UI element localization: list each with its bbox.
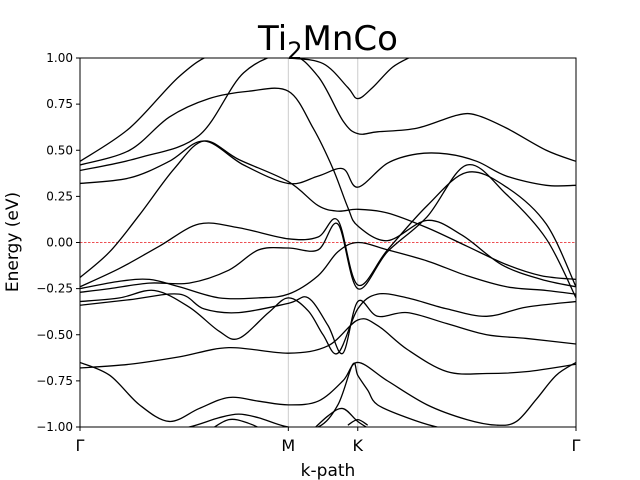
title-main: Ti xyxy=(257,19,287,59)
y-tick-label: 0.00 xyxy=(46,236,73,250)
band-7 xyxy=(80,164,576,299)
y-tick-label: 0.25 xyxy=(46,189,73,203)
x-tick-label-2: K xyxy=(353,436,364,455)
band-1 xyxy=(80,58,411,162)
band-10 xyxy=(80,293,576,355)
band-14 xyxy=(213,418,259,427)
band-12 xyxy=(80,361,576,426)
x-tick-label-0: Γ xyxy=(76,436,85,455)
x-axis-label: k-path xyxy=(301,461,356,480)
band-13 xyxy=(185,362,441,427)
band-16 xyxy=(347,418,369,426)
band-6 xyxy=(80,171,576,288)
y-tick-label: 0.75 xyxy=(46,97,73,111)
band-lines xyxy=(80,58,576,427)
y-tick-label: 1.00 xyxy=(46,51,73,65)
y-axis-ticks: 1.00 0.75 0.50 0.25 0.00 −0.25 −0.50 −0.75 −1.00 xyxy=(36,51,80,434)
band-9 xyxy=(80,289,576,355)
band-15 xyxy=(314,407,368,427)
y-tick-label: −0.75 xyxy=(36,374,73,388)
band-5 xyxy=(80,140,576,281)
title-rest: MnCo xyxy=(303,19,398,59)
band-11 xyxy=(80,318,576,375)
y-tick-label: −1.00 xyxy=(36,420,73,434)
y-axis-label: Energy (eV) xyxy=(3,192,23,292)
y-tick-label: 0.50 xyxy=(46,143,73,157)
x-tick-label-1: M xyxy=(281,436,295,455)
band-3 xyxy=(80,58,576,172)
band-2 xyxy=(80,87,576,288)
band-8 xyxy=(80,241,576,300)
band-4 xyxy=(80,140,576,188)
y-tick-label: −0.25 xyxy=(36,282,73,296)
title-subscript: 2 xyxy=(287,37,302,65)
x-tick-label-3: Γ xyxy=(572,436,581,455)
kpoint-gridlines xyxy=(287,58,359,427)
y-tick-label: −0.50 xyxy=(36,328,73,342)
